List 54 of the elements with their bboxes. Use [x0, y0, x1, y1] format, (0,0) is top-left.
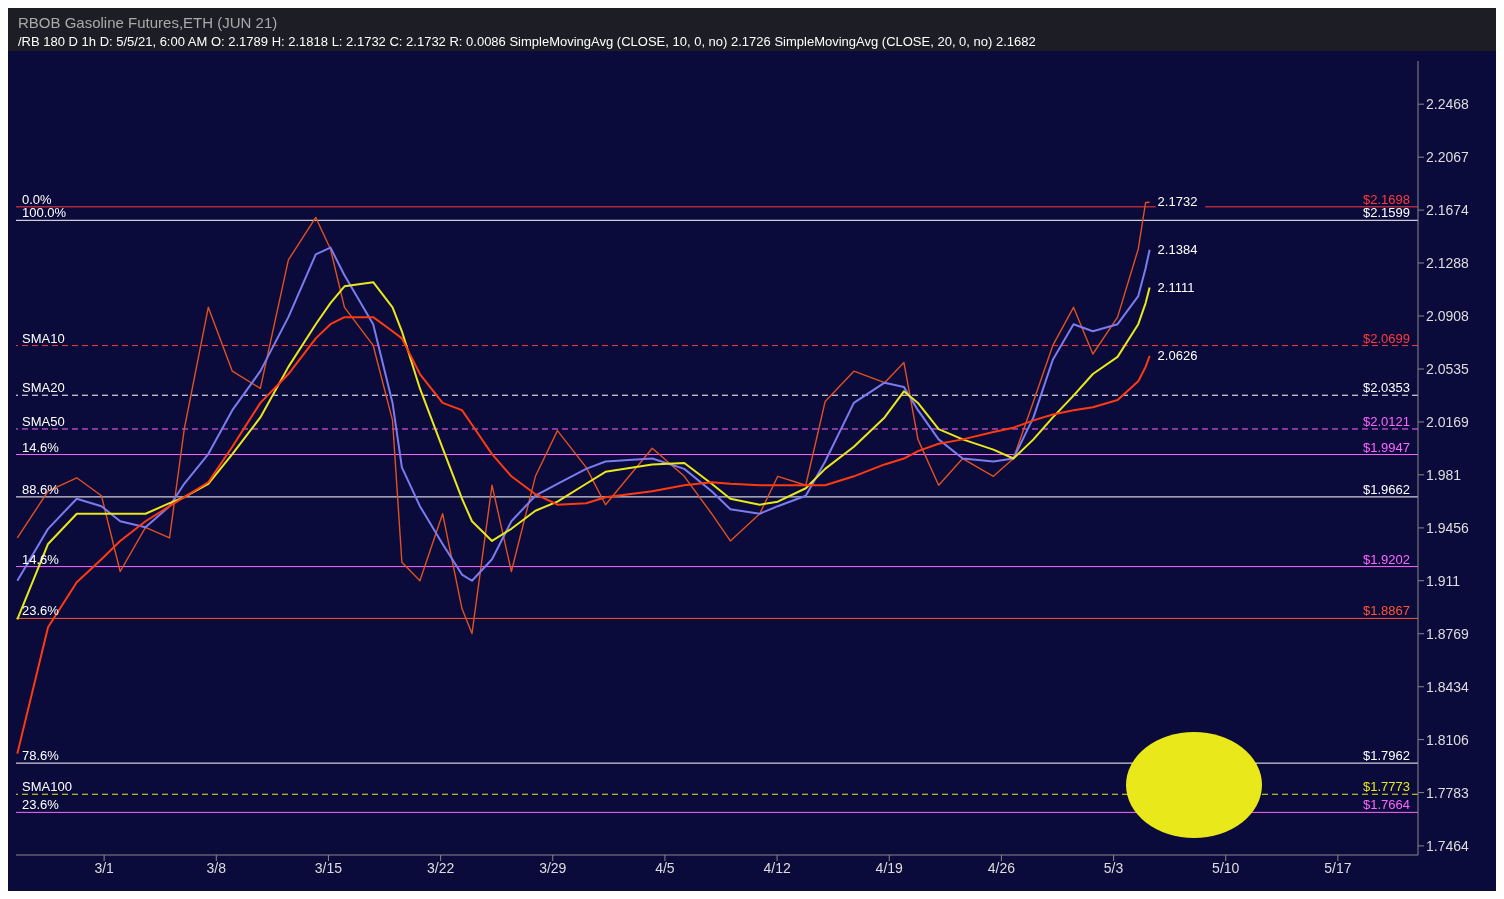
annotation: 23.6%	[22, 797, 60, 813]
ref-line-label: $2.0353	[1363, 380, 1410, 396]
annotation: 100.0%	[22, 205, 67, 221]
x-tick-label: 5/3	[1103, 859, 1124, 876]
x-tick-label: 3/1	[94, 859, 115, 876]
x-tick-label: 3/15	[314, 859, 343, 876]
y-tick-label: 1.7783	[1426, 784, 1470, 801]
ref-line-label: $1.7773	[1363, 779, 1410, 795]
ref-line-label: $1.7664	[1363, 797, 1410, 813]
y-tick-label: 2.2468	[1426, 96, 1470, 113]
y-tick-label: 2.0908	[1426, 307, 1470, 324]
y-tick-label: 1.8106	[1426, 731, 1470, 748]
ref-line-label: $1.9947	[1363, 439, 1410, 455]
y-tick-label: 1.7464	[1426, 837, 1470, 854]
chart-subtitle: /RB 180 D 1h D: 5/5/21, 6:00 AM O: 2.1789 H: 2.1818 L: 2.1732 C: 2.1732 R: 0.0086 SimpleMovingAvg (CLOSE, 10, 0, no) 2.1726 SimpleMovingAvg (CLOSE, 20, 0, no) 2.1682	[18, 34, 1037, 49]
x-tick-label: 4/19	[875, 859, 904, 876]
annotation: 2.0626	[1157, 348, 1198, 363]
ref-line-label: $2.0121	[1363, 413, 1410, 429]
ref-line-label: $1.9662	[1363, 481, 1410, 497]
annotation: SMA50	[22, 413, 65, 429]
ref-line-label: $1.7962	[1363, 748, 1410, 764]
y-tick-label: 2.0169	[1426, 413, 1470, 430]
annotation: 78.6%	[22, 748, 60, 764]
annotation: 14.6%	[22, 439, 60, 455]
annotation: SMA20	[22, 380, 65, 396]
y-tick-label: 1.8434	[1426, 678, 1470, 695]
x-tick-label: 4/12	[763, 859, 791, 876]
annotation: 2.1384	[1157, 241, 1198, 257]
chart-title: RBOB Gasoline Futures,ETH (JUN 21)	[18, 14, 279, 31]
y-tick-label: 1.9456	[1426, 519, 1470, 536]
x-tick-label: 3/29	[539, 859, 567, 876]
annotation: 2.1111	[1157, 279, 1195, 295]
x-tick-label: 3/22	[426, 859, 455, 876]
x-tick-label: 5/10	[1212, 859, 1240, 876]
y-tick-label: 2.1674	[1426, 202, 1470, 219]
annotation: SMA100	[22, 779, 72, 795]
y-tick-label: 2.2067	[1426, 149, 1470, 166]
x-tick-label: 5/17	[1324, 859, 1352, 876]
annotation: SMA10	[22, 330, 65, 346]
ref-line-label: $2.1599	[1363, 205, 1410, 221]
y-tick-label: 1.8769	[1426, 625, 1470, 642]
y-tick-label: 2.0535	[1426, 360, 1470, 377]
x-tick-label: 4/26	[987, 859, 1016, 876]
annotation: 2.1732	[1157, 194, 1198, 210]
y-tick-label: 1.981	[1426, 466, 1462, 483]
ref-line-label: $2.0699	[1363, 330, 1410, 346]
ref-line-label: $2.1698	[1363, 191, 1410, 207]
x-tick-label: 4/5	[655, 859, 675, 876]
x-tick-label: 3/8	[206, 859, 227, 876]
y-tick-label: 2.1288	[1426, 254, 1470, 271]
ref-line-label: $1.8867	[1363, 603, 1410, 619]
y-tick-label: 1.911	[1426, 572, 1461, 589]
ref-line-label: $1.9202	[1363, 551, 1410, 567]
annotation: 0.0%	[22, 191, 53, 207]
